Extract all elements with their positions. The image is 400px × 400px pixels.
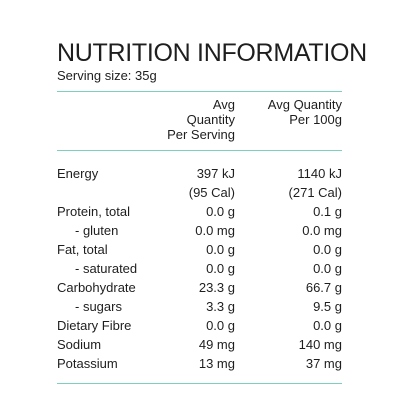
column-header-per-100g: Avg Quantity Per 100g: [235, 97, 342, 142]
column-header-per-serving-line1: Avg Quantity: [186, 97, 235, 127]
table-row: - saturated 0.0 g 0.0 g: [57, 259, 342, 278]
nutrition-panel: NUTRITION INFORMATION Serving size: 35g …: [57, 38, 367, 384]
table-row: (95 Cal) (271 Cal): [57, 183, 342, 202]
value-per-100g: 0.0 g: [313, 260, 342, 276]
value-per-100g: 0.0 mg: [302, 222, 342, 238]
nutrient-name: Carbohydrate: [57, 279, 136, 295]
nutrient-name: Potassium: [57, 355, 118, 371]
column-header-per-serving: Avg Quantity Per Serving: [162, 97, 235, 142]
serving-size: Serving size: 35g: [57, 68, 157, 83]
table-row: Sodium 49 mg 140 mg: [57, 335, 342, 354]
value-per-serving: 13 mg: [198, 355, 235, 371]
value-per-serving: 0.0 g: [206, 241, 235, 257]
nutrient-name: Protein, total: [57, 203, 130, 219]
table-row: Dietary Fibre 0.0 g 0.0 g: [57, 316, 342, 335]
table-row: - gluten 0.0 mg 0.0 mg: [57, 221, 342, 240]
value-per-serving: 0.0 g: [206, 260, 235, 276]
nutrient-name: Sodium: [57, 336, 102, 352]
value-per-100g: 1140 kJ: [297, 165, 342, 181]
nutrient-name: - gluten: [75, 222, 119, 238]
column-header-name: [57, 97, 162, 142]
column-header-per-100g-line1: Avg Quantity: [267, 97, 342, 112]
column-header-per-serving-line2: Per Serving: [167, 127, 235, 142]
value-per-serving: 0.0 g: [206, 317, 235, 333]
table-row: Protein, total 0.0 g 0.1 g: [57, 202, 342, 221]
value-per-100g: 9.5 g: [313, 298, 342, 314]
value-per-serving: 0.0 mg: [195, 222, 235, 238]
panel-title: NUTRITION INFORMATION: [57, 39, 367, 67]
divider-bottom: [57, 383, 342, 384]
nutrition-table: Energy 397 kJ 1140 kJ (95 Cal) (271 Cal) Prot…: [57, 164, 342, 373]
value-per-serving: 23.3 g: [198, 279, 235, 295]
value-per-100g: 0.1 g: [313, 203, 342, 219]
column-header-row: Avg Quantity Per Serving Avg Quantity Pe…: [57, 97, 342, 142]
value-per-serving: 3.3 g: [206, 298, 235, 314]
nutrient-name: - saturated: [75, 260, 138, 276]
table-row: Energy 397 kJ 1140 kJ: [57, 164, 342, 183]
nutrient-name: - sugars: [75, 298, 122, 314]
table-row: Carbohydrate 23.3 g 66.7 g: [57, 278, 342, 297]
table-row: Fat, total 0.0 g 0.0 g: [57, 240, 342, 259]
value-per-serving: 0.0 g: [206, 203, 235, 219]
nutrient-name: Dietary Fibre: [57, 317, 132, 333]
value-per-100g: 140 mg: [298, 336, 342, 352]
nutrient-name: Fat, total: [57, 241, 108, 257]
value-per-100g: (271 Cal): [288, 184, 342, 200]
value-per-serving: 49 mg: [198, 336, 235, 352]
table-row: Potassium 13 mg 37 mg: [57, 354, 342, 373]
divider-header: [57, 150, 342, 151]
nutrient-name: Energy: [57, 165, 99, 181]
divider-top: [57, 91, 342, 92]
value-per-100g: 0.0 g: [313, 241, 342, 257]
value-per-100g: 37 mg: [305, 355, 342, 371]
value-per-serving: 397 kJ: [196, 165, 235, 181]
value-per-100g: 66.7 g: [305, 279, 342, 295]
value-per-serving: (95 Cal): [188, 184, 235, 200]
column-header-per-100g-line2: Per 100g: [289, 112, 342, 127]
table-row: - sugars 3.3 g 9.5 g: [57, 297, 342, 316]
value-per-100g: 0.0 g: [313, 317, 342, 333]
